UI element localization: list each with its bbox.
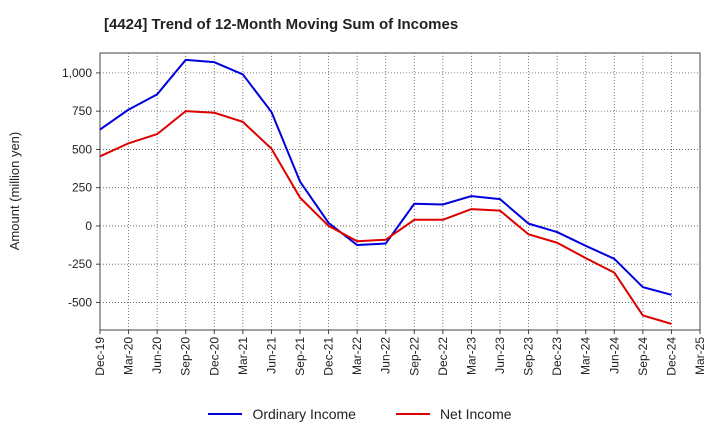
x-tick-label: Mar-23 bbox=[464, 337, 478, 375]
x-tick-label: Mar-25 bbox=[693, 337, 707, 375]
x-tick-label: Dec-20 bbox=[207, 337, 221, 376]
plot-area bbox=[99, 52, 701, 331]
x-tick-label: Sep-22 bbox=[407, 337, 421, 376]
x-tick-label: Dec-24 bbox=[664, 337, 678, 376]
y-tick-label: -250 bbox=[68, 257, 92, 271]
x-tick-labels: Dec-19 Mar-20 Jun-20 Sep-20 Dec-20 Mar-21 Jun-… bbox=[93, 330, 707, 376]
x-tick-label: Mar-22 bbox=[350, 337, 364, 375]
x-tick-label: Dec-23 bbox=[550, 337, 564, 376]
legend-swatch-net-income bbox=[395, 413, 430, 415]
x-tick-label: Jun-24 bbox=[607, 337, 621, 374]
y-tick-label: 0 bbox=[85, 219, 92, 233]
x-tick-label: Sep-20 bbox=[179, 337, 193, 376]
y-axis-label: Amount (million yen) bbox=[7, 132, 22, 251]
x-tick-label: Jun-21 bbox=[264, 337, 278, 374]
series-line-ordinary-income bbox=[99, 58, 672, 296]
x-tick-label: Jun-20 bbox=[150, 337, 164, 374]
x-tick-label: Mar-24 bbox=[579, 337, 593, 375]
x-tick-label: Dec-19 bbox=[93, 337, 107, 376]
x-tick-label: Mar-20 bbox=[122, 337, 136, 375]
series-lines bbox=[99, 58, 672, 325]
y-tick-label: -500 bbox=[68, 295, 92, 309]
y-tick-labels: -500 -250 0 250 500 750 1,000 bbox=[62, 66, 100, 309]
legend-item-ordinary-income: Ordinary Income bbox=[208, 406, 356, 422]
x-tick-label: Dec-22 bbox=[436, 337, 450, 376]
series-line-net-income bbox=[99, 110, 672, 325]
x-tick-label: Sep-21 bbox=[293, 337, 307, 376]
legend-label-ordinary-income: Ordinary Income bbox=[252, 406, 356, 422]
x-tick-label: Sep-23 bbox=[522, 337, 536, 376]
legend: Ordinary Income Net Income bbox=[0, 406, 720, 422]
x-tick-label: Mar-21 bbox=[236, 337, 250, 375]
chart-title: [4424] Trend of 12-Month Moving Sum of I… bbox=[104, 16, 459, 33]
y-tick-label: 750 bbox=[72, 104, 92, 118]
x-tick-label: Jun-23 bbox=[493, 337, 507, 374]
legend-swatch-ordinary-income bbox=[208, 413, 243, 415]
legend-item-net-income: Net Income bbox=[395, 406, 512, 422]
x-tick-label: Sep-24 bbox=[636, 337, 650, 376]
y-tick-label: 1,000 bbox=[62, 66, 92, 80]
y-tick-label: 500 bbox=[72, 142, 92, 156]
x-tick-label: Jun-22 bbox=[379, 337, 393, 374]
x-tick-label: Dec-21 bbox=[322, 337, 336, 376]
y-tick-label: 250 bbox=[72, 181, 92, 195]
grid-lines bbox=[100, 53, 700, 330]
legend-label-net-income: Net Income bbox=[439, 406, 512, 422]
